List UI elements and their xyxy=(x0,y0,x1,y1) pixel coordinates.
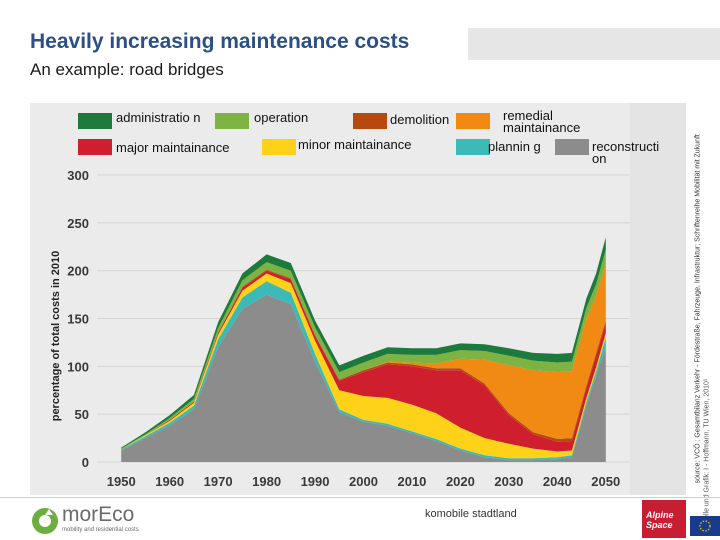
area-reconstruction xyxy=(121,294,606,462)
legend-swatch-administration xyxy=(78,113,112,129)
y-tick-label: 0 xyxy=(82,455,89,470)
x-tick-label: 1980 xyxy=(252,474,281,489)
x-tick-label: 2000 xyxy=(349,474,378,489)
morEco-logo: morEco mobility and residential costs xyxy=(30,503,150,539)
y-tick-label: 300 xyxy=(67,168,89,183)
eu-flag-icon xyxy=(690,516,720,536)
y-tick-label: 100 xyxy=(67,359,89,374)
y-tick-label: 250 xyxy=(67,216,89,231)
legend-label-reconstruction: reconstructi on xyxy=(592,139,660,166)
x-tick-label: 2050 xyxy=(591,474,620,489)
legend-label-major: major maintainance xyxy=(116,140,230,155)
legend-swatch-operation xyxy=(215,113,249,129)
badge-text: Alpine Space xyxy=(646,510,674,530)
quelle-note: Quelle und Grafik: I - Hoffmann, TU Wien… xyxy=(646,379,710,529)
legend-label-demolition: demolition xyxy=(390,112,450,127)
y-tick-label: 50 xyxy=(75,407,89,422)
x-tick-label: 1960 xyxy=(155,474,184,489)
logo-text: morEco xyxy=(62,503,135,526)
legend-swatch-major xyxy=(78,139,112,155)
legend-label-remedial: remedial maintainance xyxy=(503,108,581,135)
legend-label-minor: minor maintainance xyxy=(298,137,412,152)
area-major xyxy=(121,270,606,452)
slide-title: Heavily increasing maintenance costs xyxy=(30,30,410,53)
legend-swatch-demolition xyxy=(353,113,387,129)
source-note: source: VCÖ : Gesamtbilanz Verkehr - För… xyxy=(688,134,702,490)
logo-subtext: mobility and residential costs xyxy=(62,527,139,533)
x-tick-label: 1950 xyxy=(107,474,136,489)
footer-divider xyxy=(0,497,720,498)
title-accent-bar xyxy=(468,28,720,60)
area-remedial xyxy=(121,263,606,450)
quelle-text: Quelle und Grafik: I - Hoffmann, TU Wien… xyxy=(703,378,711,529)
legend-label-administration: administratio n xyxy=(116,110,201,125)
x-tick-label: 2040 xyxy=(543,474,572,489)
legend-swatch-remedial xyxy=(456,113,490,129)
x-tick-label: 2010 xyxy=(397,474,426,489)
leaf-icon xyxy=(32,508,58,534)
legend-swatch-reconstruction xyxy=(555,139,589,155)
x-tick-label: 1970 xyxy=(204,474,233,489)
slide-subtitle: An example: road bridges xyxy=(30,60,224,79)
footer-text: komobile stadtland xyxy=(425,508,517,520)
legend-swatch-minor xyxy=(262,139,296,155)
x-tick-label: 2020 xyxy=(446,474,475,489)
legend-label-planning: plannin g xyxy=(488,139,541,154)
x-tick-label: 2030 xyxy=(494,474,523,489)
source-text: source: VCÖ : Gesamtbilanz Verkehr - För… xyxy=(694,134,702,484)
y-tick-label: 200 xyxy=(67,264,89,279)
x-tick-label: 1990 xyxy=(301,474,330,489)
legend-swatch-planning xyxy=(456,139,490,155)
y-tick-label: 150 xyxy=(67,312,89,327)
source-strip xyxy=(630,103,686,495)
legend-label-operation: operation xyxy=(254,110,309,125)
alpine-space-badge: Alpine Space xyxy=(642,500,686,538)
